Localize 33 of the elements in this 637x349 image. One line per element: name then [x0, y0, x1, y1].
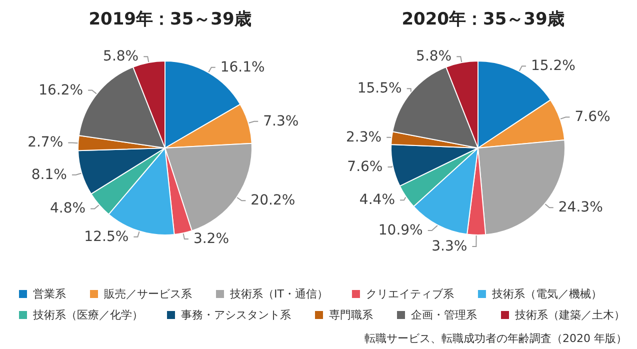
data-label: 3.3%	[432, 238, 468, 254]
data-label: 5.8%	[103, 48, 139, 65]
legend-label: 営業系	[33, 288, 66, 300]
legend-label: クリエイティブ系	[366, 288, 454, 300]
data-label: 12.5%	[84, 228, 129, 245]
legend-label: 技術系（電気／機械）	[490, 288, 602, 300]
chart-title: 2019年：35～39歳	[88, 10, 252, 30]
legend-label: 技術系（医療／化学）	[32, 308, 143, 322]
data-label: 24.3%	[558, 200, 603, 216]
data-label: 10.9%	[378, 222, 423, 238]
data-label: 15.5%	[357, 80, 402, 97]
data-label: 8.1%	[31, 166, 67, 183]
data-label: 20.2%	[250, 192, 296, 209]
legend-label: 専門職系	[329, 308, 373, 322]
data-label: 4.8%	[50, 200, 86, 217]
data-label: 2.3%	[346, 129, 382, 146]
legend-label: 事務・アシスタント系	[181, 308, 291, 322]
text: 転職サービス、転職成功者の年齢調査（2020 年版）	[364, 332, 628, 345]
legend-label: 企画・管理系	[411, 308, 477, 322]
data-label: 7.6%	[574, 109, 610, 126]
data-label: 16.2%	[38, 82, 84, 98]
data-label: 2.7%	[28, 134, 64, 151]
data-label: 7.6%	[347, 159, 383, 176]
legend-label: 技術系（IT・通信）	[229, 288, 328, 300]
legend-label: 販売／サービス系	[104, 288, 192, 300]
legend-label: 技術系（建築／土木）	[514, 308, 625, 322]
data-label: 3.2%	[193, 230, 230, 247]
data-label: 4.4%	[359, 192, 396, 208]
data-label: 7.3%	[263, 113, 299, 130]
data-label: 15.2%	[531, 58, 576, 74]
data-label: 5.8%	[416, 48, 452, 65]
chart-title: 2020年：35～39歳	[402, 10, 564, 30]
data-label: 16.1%	[220, 59, 265, 76]
